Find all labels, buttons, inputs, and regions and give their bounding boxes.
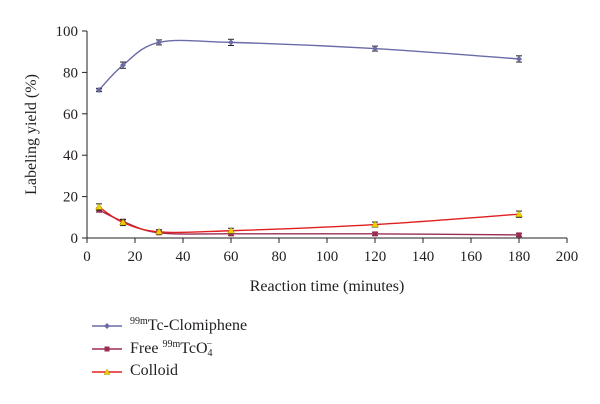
y-tick-label: 40: [63, 148, 78, 164]
x-tick-label: 40: [176, 249, 191, 265]
data-point: [96, 86, 102, 93]
data-point: [228, 39, 234, 46]
y-axis-title: Labeling yield (%): [23, 74, 40, 195]
x-tick-label: 160: [460, 249, 483, 265]
x-tick-label: 0: [83, 249, 91, 265]
legend-swatch-free-pertechnetate: [92, 346, 122, 352]
series-line-colloid: [98, 206, 520, 234]
x-tick-label: 80: [272, 249, 287, 265]
x-tick-label: 20: [128, 249, 143, 265]
data-point: [156, 39, 162, 46]
x-axis-title: Reaction time (minutes): [250, 278, 405, 295]
legend-label-colloid: Colloid: [130, 362, 179, 379]
data-point: [155, 227, 163, 235]
y-tick-label: 100: [56, 24, 79, 40]
y-tick-label: 0: [71, 231, 79, 247]
data-point: [227, 226, 235, 234]
legend-swatch-colloid: [92, 368, 122, 375]
x-tick-label: 120: [364, 249, 387, 265]
x-tick-label: 180: [508, 249, 531, 265]
x-tick-label: 140: [412, 249, 435, 265]
y-tick-label: 20: [63, 190, 78, 206]
x-tick-label: 100: [316, 249, 339, 265]
plot-area: 0 20 40 60 80 100 0 20 40 60 80 100 120 140 160 180 200 R…: [23, 24, 578, 295]
series-colloid: [95, 203, 523, 235]
y-tick-label: 80: [63, 65, 78, 81]
data-point: [372, 45, 378, 52]
chart-canvas: 0 20 40 60 80 100 0 20 40 60 80 100 120 140 160 180 200 R…: [23, 24, 578, 295]
data-point: [371, 220, 379, 228]
data-point: [120, 62, 126, 69]
legend: 99mTc-Clomiphene Free 99mTcO4− Colloid: [92, 316, 312, 385]
y-tick-label: 60: [63, 107, 78, 123]
data-point: [372, 231, 378, 237]
data-point: [516, 55, 522, 62]
data-point: [516, 232, 522, 238]
series-clomiphene: [96, 38, 522, 93]
data-point: [119, 218, 127, 226]
x-tick-label: 200: [556, 249, 579, 265]
legend-swatch-clomiphene: [92, 323, 122, 329]
data-point: [515, 210, 523, 217]
x-tick-label: 60: [224, 249, 239, 265]
series-line-clomiphene: [98, 39, 520, 91]
legend-label-free-pertechnetate: Free 99mTcO4−: [130, 339, 213, 359]
legend-item-colloid: Colloid: [92, 362, 312, 385]
data-point: [228, 231, 234, 237]
data-point: [95, 203, 103, 210]
legend-label-clomiphene: 99mTc-Clomiphene: [130, 316, 248, 334]
legend-item-clomiphene: 99mTc-Clomiphene: [92, 316, 312, 339]
legend-item-free-pertechnetate: Free 99mTcO4−: [92, 339, 312, 362]
